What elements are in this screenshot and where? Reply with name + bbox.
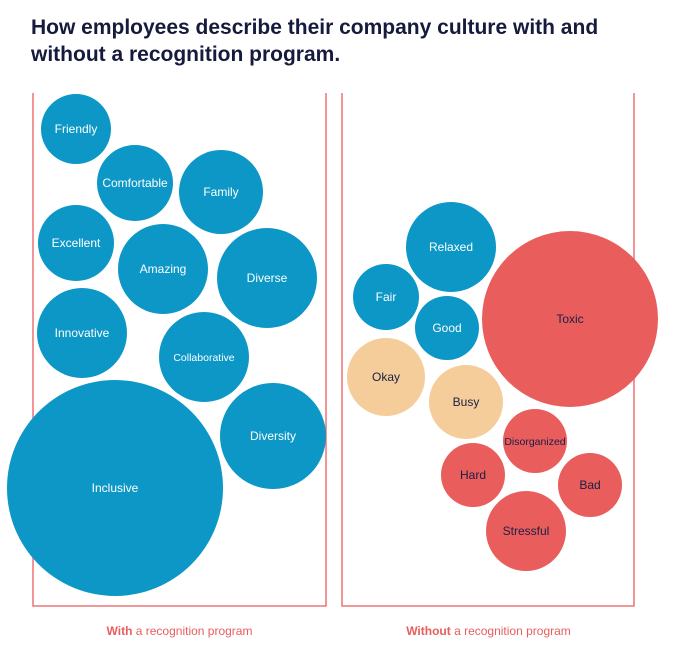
bubble-friendly: [41, 94, 111, 164]
caption-rest: a recognition program: [450, 624, 571, 638]
caption-rest: a recognition program: [132, 624, 253, 638]
bubble-excellent: [38, 205, 114, 281]
bubble-label: Excellent: [52, 236, 101, 250]
bubble-amazing: [118, 224, 208, 314]
bubble-label: Fair: [376, 290, 397, 304]
caption-bold: With: [106, 624, 133, 638]
panel-frame-0: [32, 93, 327, 607]
bubble-label: Amazing: [140, 262, 187, 276]
bubble-label: Diversity: [250, 429, 296, 443]
bubble-label: Innovative: [55, 326, 110, 340]
bubble-label: Stressful: [503, 524, 550, 538]
bubble-innovative: [37, 288, 127, 378]
bubble-label: Disorganized: [504, 436, 565, 448]
bubble-disorganized: [503, 409, 567, 473]
bubble-toxic: [482, 231, 658, 407]
bubble-label: Family: [203, 185, 238, 199]
bubble-good: [415, 296, 479, 360]
bubble-diversity: [220, 383, 326, 489]
bubble-label: Toxic: [556, 312, 583, 326]
bubble-label: Good: [432, 321, 461, 335]
bubble-label: Inclusive: [92, 481, 139, 495]
bubble-label: Diverse: [247, 271, 288, 285]
bubble-fair: [353, 264, 419, 330]
chart-title: How employees describe their company cul…: [31, 16, 599, 66]
bubble-label: Hard: [460, 468, 486, 482]
bubble-label: Okay: [372, 370, 400, 384]
bubble-label: Relaxed: [429, 240, 473, 254]
bubble-collaborative: [159, 312, 249, 402]
bubble-label: Bad: [579, 478, 600, 492]
bubble-comfortable: [97, 145, 173, 221]
bubble-relaxed: [406, 202, 496, 292]
bubble-bad: [558, 453, 622, 517]
bubble-label: Friendly: [55, 122, 98, 136]
bubble-diverse: [217, 228, 317, 328]
bubble-label: Collaborative: [173, 352, 234, 364]
caption-bold: Without: [406, 624, 451, 638]
bubble-stressful: [486, 491, 566, 571]
panel-caption-with: With a recognition program: [33, 624, 326, 638]
bubble-hard: [441, 443, 505, 507]
panel-caption-without: Without a recognition program: [342, 624, 635, 638]
bubble-label: Comfortable: [102, 176, 168, 190]
bubble-label: Busy: [453, 395, 480, 409]
bubble-busy: [429, 365, 503, 439]
bubble-family: [179, 150, 263, 234]
bubble-okay: [347, 338, 425, 416]
bubble-inclusive: [7, 380, 223, 596]
